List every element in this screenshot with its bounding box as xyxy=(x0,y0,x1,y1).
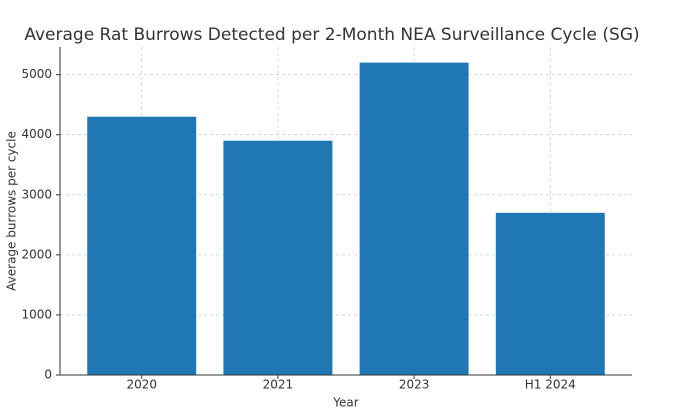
y-tick-label: 2000 xyxy=(21,247,52,261)
chart-title: Average Rat Burrows Detected per 2-Month… xyxy=(24,25,639,45)
y-tick-label: 5000 xyxy=(21,67,52,81)
x-tick-label: H1 2024 xyxy=(525,378,576,392)
bar xyxy=(359,62,469,375)
bar xyxy=(495,212,605,375)
x-tick-label: 2020 xyxy=(126,378,157,392)
y-tick-label: 4000 xyxy=(21,127,52,141)
y-tick-label: 0 xyxy=(44,368,52,382)
bar xyxy=(87,116,197,375)
bar xyxy=(223,140,333,375)
y-axis-label: Average burrows per cycle xyxy=(5,131,19,291)
x-axis-label: Year xyxy=(332,396,358,410)
x-tick-label: 2021 xyxy=(263,378,294,392)
y-tick-label: 3000 xyxy=(21,187,52,201)
x-tick-label: 2023 xyxy=(399,378,430,392)
y-tick-label: 1000 xyxy=(21,307,52,321)
